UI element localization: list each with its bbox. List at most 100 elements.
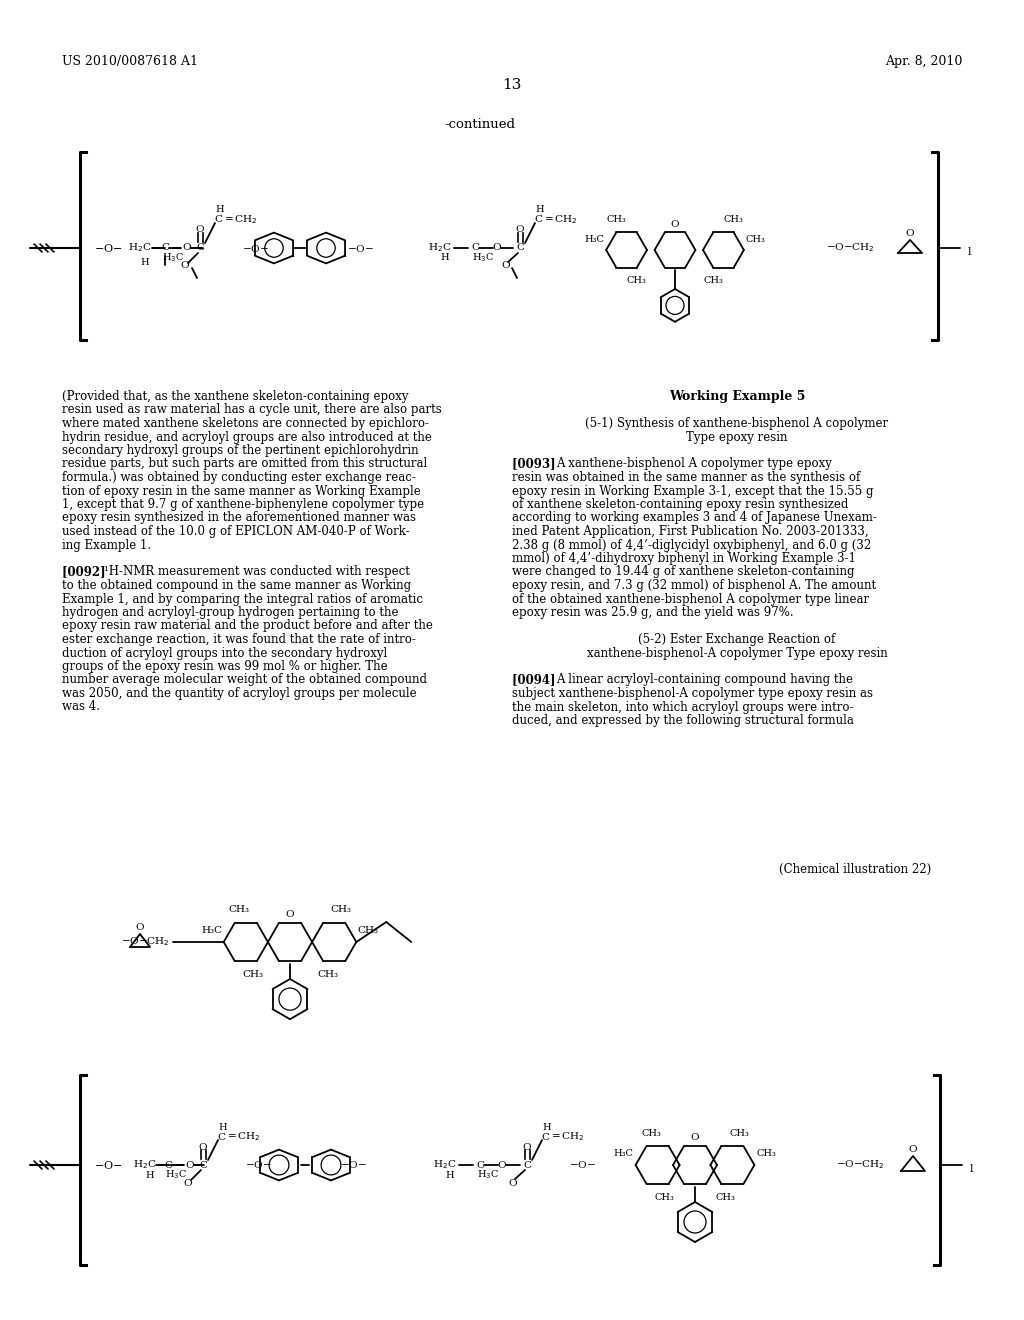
Text: H: H (216, 206, 224, 214)
Text: $=$CH$_2$: $=$CH$_2$ (549, 1131, 585, 1143)
Text: C: C (471, 243, 479, 252)
Text: hydrogen and acryloyl-group hydrogen pertaining to the: hydrogen and acryloyl-group hydrogen per… (62, 606, 398, 619)
Text: CH₃: CH₃ (757, 1150, 776, 1159)
Text: CH₃: CH₃ (729, 1129, 749, 1138)
Text: H$_2$C: H$_2$C (128, 242, 152, 255)
Text: CH₃: CH₃ (654, 1192, 674, 1201)
Text: C: C (217, 1133, 225, 1142)
Text: CH₃: CH₃ (317, 970, 338, 978)
Text: duced, and expressed by the following structural formula: duced, and expressed by the following st… (512, 714, 854, 727)
Text: H$_3$C: H$_3$C (165, 1168, 187, 1181)
Text: epoxy resin synthesized in the aforementioned manner was: epoxy resin synthesized in the aforement… (62, 511, 416, 524)
Text: CH₃: CH₃ (228, 906, 250, 915)
Text: CH₃: CH₃ (724, 215, 743, 224)
Text: O: O (196, 226, 205, 235)
Text: O: O (180, 261, 189, 271)
Text: of the obtained xanthene-bisphenol A copolymer type linear: of the obtained xanthene-bisphenol A cop… (512, 593, 869, 606)
Text: Type epoxy resin: Type epoxy resin (686, 430, 787, 444)
Text: A xanthene-bisphenol A copolymer type epoxy: A xanthene-bisphenol A copolymer type ep… (556, 458, 831, 470)
Text: H₃C: H₃C (613, 1150, 634, 1159)
Text: CH₃: CH₃ (331, 906, 351, 915)
Text: (5-1) Synthesis of xanthene-bisphenol A copolymer: (5-1) Synthesis of xanthene-bisphenol A … (586, 417, 889, 430)
Text: (5-2) Ester Exchange Reaction of: (5-2) Ester Exchange Reaction of (638, 634, 836, 645)
Text: formula.) was obtained by conducting ester exchange reac-: formula.) was obtained by conducting est… (62, 471, 416, 484)
Text: CH₃: CH₃ (606, 215, 627, 224)
Text: C: C (164, 1160, 172, 1170)
Text: H₃C: H₃C (201, 927, 222, 936)
Text: was 2050, and the quantity of acryloyl groups per molecule: was 2050, and the quantity of acryloyl g… (62, 686, 417, 700)
Text: A linear acryloyl-containing compound having the: A linear acryloyl-containing compound ha… (556, 673, 853, 686)
Text: $=$CH$_2$: $=$CH$_2$ (225, 1131, 261, 1143)
Text: resin used as raw material has a cycle unit, there are also parts: resin used as raw material has a cycle u… (62, 404, 441, 417)
Text: C: C (516, 243, 524, 252)
Text: $=$CH$_2$: $=$CH$_2$ (222, 214, 258, 227)
Text: the main skeleton, into which acryloyl groups were intro-: the main skeleton, into which acryloyl g… (512, 701, 853, 714)
Text: H: H (440, 253, 450, 263)
Text: ester exchange reaction, it was found that the rate of intro-: ester exchange reaction, it was found th… (62, 634, 416, 645)
Text: epoxy resin was 25.9 g, and the yield was 97%.: epoxy resin was 25.9 g, and the yield wa… (512, 606, 794, 619)
Text: H$_2$C: H$_2$C (133, 1159, 157, 1171)
Text: C: C (196, 243, 204, 252)
Text: H₃C: H₃C (585, 235, 604, 244)
Text: epoxy resin raw material and the product before and after the: epoxy resin raw material and the product… (62, 619, 433, 632)
Text: CH₃: CH₃ (242, 970, 263, 978)
Text: [0093]: [0093] (512, 458, 564, 470)
Text: to the obtained compound in the same manner as Working: to the obtained compound in the same man… (62, 579, 411, 591)
Text: groups of the epoxy resin was 99 mol % or higher. The: groups of the epoxy resin was 99 mol % o… (62, 660, 388, 673)
Text: epoxy resin, and 7.3 g (32 mmol) of bisphenol A. The amount: epoxy resin, and 7.3 g (32 mmol) of bisp… (512, 579, 877, 591)
Text: xanthene-bisphenol-A copolymer Type epoxy resin: xanthene-bisphenol-A copolymer Type epox… (587, 647, 888, 660)
Text: H: H (536, 206, 545, 214)
Text: was 4.: was 4. (62, 701, 100, 714)
Text: were changed to 19.44 g of xanthene skeleton-containing: were changed to 19.44 g of xanthene skel… (512, 565, 854, 578)
Text: l: l (970, 1164, 974, 1173)
Text: $=$CH$_2$: $=$CH$_2$ (542, 214, 578, 227)
Text: O: O (493, 243, 502, 252)
Text: CH₃: CH₃ (357, 927, 379, 936)
Text: H$_2$C: H$_2$C (433, 1159, 457, 1171)
Text: $-$O$-$: $-$O$-$ (94, 242, 122, 253)
Text: subject xanthene-bisphenol-A copolymer type epoxy resin as: subject xanthene-bisphenol-A copolymer t… (512, 686, 873, 700)
Text: number average molecular weight of the obtained compound: number average molecular weight of the o… (62, 673, 427, 686)
Text: H$_2$C: H$_2$C (428, 242, 452, 255)
Text: O: O (516, 226, 524, 235)
Text: O: O (286, 911, 294, 920)
Text: 1, except that 9.7 g of xanthene-biphenylene copolymer type: 1, except that 9.7 g of xanthene-bipheny… (62, 498, 424, 511)
Text: $-$O$-$: $-$O$-$ (346, 243, 374, 253)
Text: C: C (534, 215, 542, 224)
Text: H: H (140, 257, 150, 267)
Text: C: C (214, 215, 222, 224)
Text: $-$O$-$CH$_2$: $-$O$-$CH$_2$ (825, 242, 874, 255)
Text: $-$O$-$: $-$O$-$ (568, 1159, 595, 1171)
Text: of xanthene skeleton-containing epoxy resin synthesized: of xanthene skeleton-containing epoxy re… (512, 498, 848, 511)
Text: O: O (522, 1143, 531, 1151)
Text: O: O (498, 1160, 506, 1170)
Text: $-$O$-$: $-$O$-$ (245, 1159, 271, 1171)
Text: according to working examples 3 and 4 of Japanese Unexam-: according to working examples 3 and 4 of… (512, 511, 877, 524)
Text: $-$O$-$: $-$O$-$ (94, 1159, 122, 1171)
Text: O: O (199, 1143, 207, 1151)
Text: $-$O$-$CH$_2$: $-$O$-$CH$_2$ (121, 936, 170, 948)
Text: ined Patent Application, First Publication No. 2003-201333,: ined Patent Application, First Publicati… (512, 525, 868, 539)
Text: $-$O$-$: $-$O$-$ (242, 243, 268, 253)
Text: hydrin residue, and acryloyl groups are also introduced at the: hydrin residue, and acryloyl groups are … (62, 430, 432, 444)
Text: H: H (543, 1122, 551, 1131)
Text: Example 1, and by comparing the integral ratios of aromatic: Example 1, and by comparing the integral… (62, 593, 423, 606)
Text: [0094]: [0094] (512, 673, 564, 686)
Text: O: O (183, 1179, 193, 1188)
Text: CH₃: CH₃ (627, 276, 646, 285)
Text: O: O (908, 1146, 918, 1155)
Text: C: C (541, 1133, 549, 1142)
Text: l: l (968, 247, 972, 257)
Text: O: O (182, 243, 191, 252)
Text: H: H (219, 1122, 227, 1131)
Text: O: O (509, 1179, 517, 1188)
Text: H$_3$C: H$_3$C (162, 252, 184, 264)
Text: mmol) of 4,4’-dihydroxy biphenyl in Working Example 3-1: mmol) of 4,4’-dihydroxy biphenyl in Work… (512, 552, 856, 565)
Text: (Chemical illustration 22): (Chemical illustration 22) (779, 863, 931, 876)
Text: H: H (445, 1171, 455, 1180)
Text: (Provided that, as the xanthene skeleton-containing epoxy: (Provided that, as the xanthene skeleton… (62, 389, 409, 403)
Text: secondary hydroxyl groups of the pertinent epichlorohydrin: secondary hydroxyl groups of the pertine… (62, 444, 419, 457)
Text: H$_3$C: H$_3$C (472, 252, 494, 264)
Text: O: O (185, 1160, 195, 1170)
Text: 2.38 g (8 mmol) of 4,4’-diglycidyl oxybiphenyl, and 6.0 g (32: 2.38 g (8 mmol) of 4,4’-diglycidyl oxybi… (512, 539, 871, 552)
